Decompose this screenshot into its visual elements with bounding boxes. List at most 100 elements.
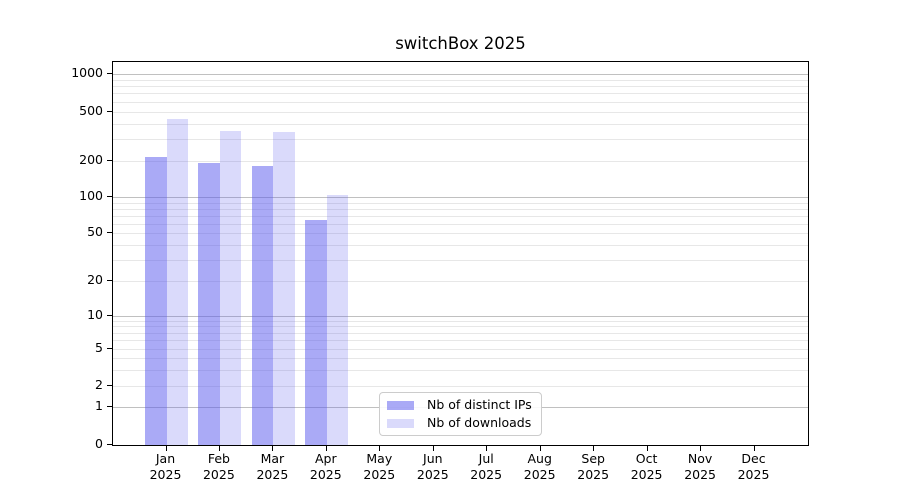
gridline-minor: [113, 357, 808, 359]
legend-item: Nb of distinct IPs: [387, 398, 532, 412]
bar-downloads-apr: [326, 195, 349, 445]
gridline-minor: [113, 101, 808, 103]
x-tick-label: May 2025: [347, 451, 411, 482]
gridline-minor: [113, 215, 808, 217]
x-tick-label: Feb 2025: [187, 451, 251, 482]
x-tick-label: Apr 2025: [294, 451, 358, 482]
x-tick-mark: [753, 446, 755, 451]
x-tick-label: Dec 2025: [722, 451, 786, 482]
legend-swatch-icon: [387, 418, 414, 428]
legend: Nb of distinct IPs Nb of downloads: [379, 392, 542, 436]
x-tick-month: Sep: [581, 451, 605, 466]
x-tick-year: 2025: [470, 466, 503, 482]
gridline-major: [113, 315, 808, 317]
bar-downloads-mar: [273, 131, 295, 445]
bar-downloads-feb: [219, 130, 242, 445]
gridline-minor: [113, 320, 808, 322]
x-tick-label: Jul 2025: [454, 451, 518, 482]
bar-distinct-ips-feb: [198, 163, 220, 445]
y-tick-label: 1000: [71, 64, 103, 80]
x-tick-month: Feb: [207, 451, 230, 466]
gridline-minor: [113, 111, 808, 113]
plot-area: Nb of distinct IPs Nb of downloads: [112, 61, 809, 446]
x-tick-year: 2025: [309, 466, 342, 482]
gridline-minor: [113, 160, 808, 162]
x-tick-label: Jun 2025: [401, 451, 465, 482]
x-tick-label: Aug 2025: [508, 451, 572, 482]
y-tick-label: 500: [79, 102, 103, 118]
y-tick-mark: [107, 72, 112, 74]
y-tick-label: 2: [95, 377, 103, 393]
x-tick-label: Mar 2025: [240, 451, 304, 482]
gridline-minor: [113, 244, 808, 246]
gridline-minor: [113, 280, 808, 282]
gridline-minor: [113, 223, 808, 225]
x-tick-mark: [700, 446, 702, 451]
x-tick-month: Jun: [423, 451, 443, 466]
x-tick-month: Mar: [260, 451, 285, 466]
x-tick-year: 2025: [523, 466, 556, 482]
y-tick-mark: [107, 314, 112, 316]
y-tick-mark: [107, 347, 112, 349]
x-tick-year: 2025: [737, 466, 770, 482]
legend-item: Nb of downloads: [387, 416, 532, 430]
x-tick-month: Aug: [527, 451, 552, 466]
y-tick-label: 50: [87, 224, 103, 240]
x-tick-label: Sep 2025: [561, 451, 625, 482]
chart-title: switchBox 2025: [395, 34, 526, 53]
y-tick-mark: [107, 279, 112, 281]
x-tick-month: Jul: [478, 451, 494, 466]
gridline-minor: [113, 233, 808, 235]
x-tick-month: Nov: [687, 451, 713, 466]
x-tick-year: 2025: [577, 466, 610, 482]
y-tick-label: 100: [79, 188, 103, 204]
x-tick-year: 2025: [256, 466, 289, 482]
x-tick-year: 2025: [363, 466, 396, 482]
y-tick-mark: [107, 196, 112, 198]
x-tick-month: Jan: [155, 451, 176, 466]
gridline-minor: [113, 348, 808, 350]
x-tick-mark: [325, 446, 327, 451]
gridline-minor: [113, 259, 808, 261]
y-tick-mark: [107, 159, 112, 161]
gridline-minor: [113, 369, 808, 371]
x-tick-year: 2025: [684, 466, 716, 482]
y-tick-label: 20: [87, 271, 103, 287]
y-tick-mark: [107, 444, 112, 445]
bar-downloads-jan: [166, 118, 188, 445]
x-tick-year: 2025: [416, 466, 449, 482]
gridline-major: [113, 197, 808, 199]
legend-swatch-icon: [387, 400, 414, 410]
gridline-minor: [113, 326, 808, 328]
x-tick-mark: [379, 446, 381, 451]
x-tick-mark: [486, 446, 488, 451]
x-tick-label: Jan 2025: [134, 451, 198, 482]
y-tick-mark: [107, 110, 112, 112]
gridline-minor: [113, 79, 808, 81]
x-tick-year: 2025: [149, 466, 182, 482]
gridline-minor: [113, 138, 808, 140]
x-tick-month: Dec: [741, 451, 766, 466]
x-tick-month: May: [366, 451, 393, 466]
x-tick-mark: [646, 446, 648, 451]
x-tick-year: 2025: [630, 466, 663, 482]
legend-label: Nb of distinct IPs: [427, 397, 532, 412]
gridline-minor: [113, 332, 808, 334]
gridline-minor: [113, 386, 808, 388]
y-tick-mark: [107, 232, 112, 234]
bar-distinct-ips-apr: [305, 219, 327, 445]
gridline-minor: [113, 208, 808, 210]
x-tick-mark: [165, 446, 167, 451]
x-tick-mark: [432, 446, 434, 451]
y-tick-label: 200: [79, 151, 103, 167]
y-tick-label: 1: [95, 398, 103, 414]
gridline-minor: [113, 202, 808, 204]
x-tick-mark: [218, 446, 220, 451]
x-tick-mark: [539, 446, 541, 451]
gridline-minor: [113, 339, 808, 341]
gridline-minor: [113, 86, 808, 88]
x-tick-month: Apr: [314, 451, 337, 466]
y-tick-label: 0: [95, 436, 103, 451]
gridline-major: [113, 73, 808, 75]
